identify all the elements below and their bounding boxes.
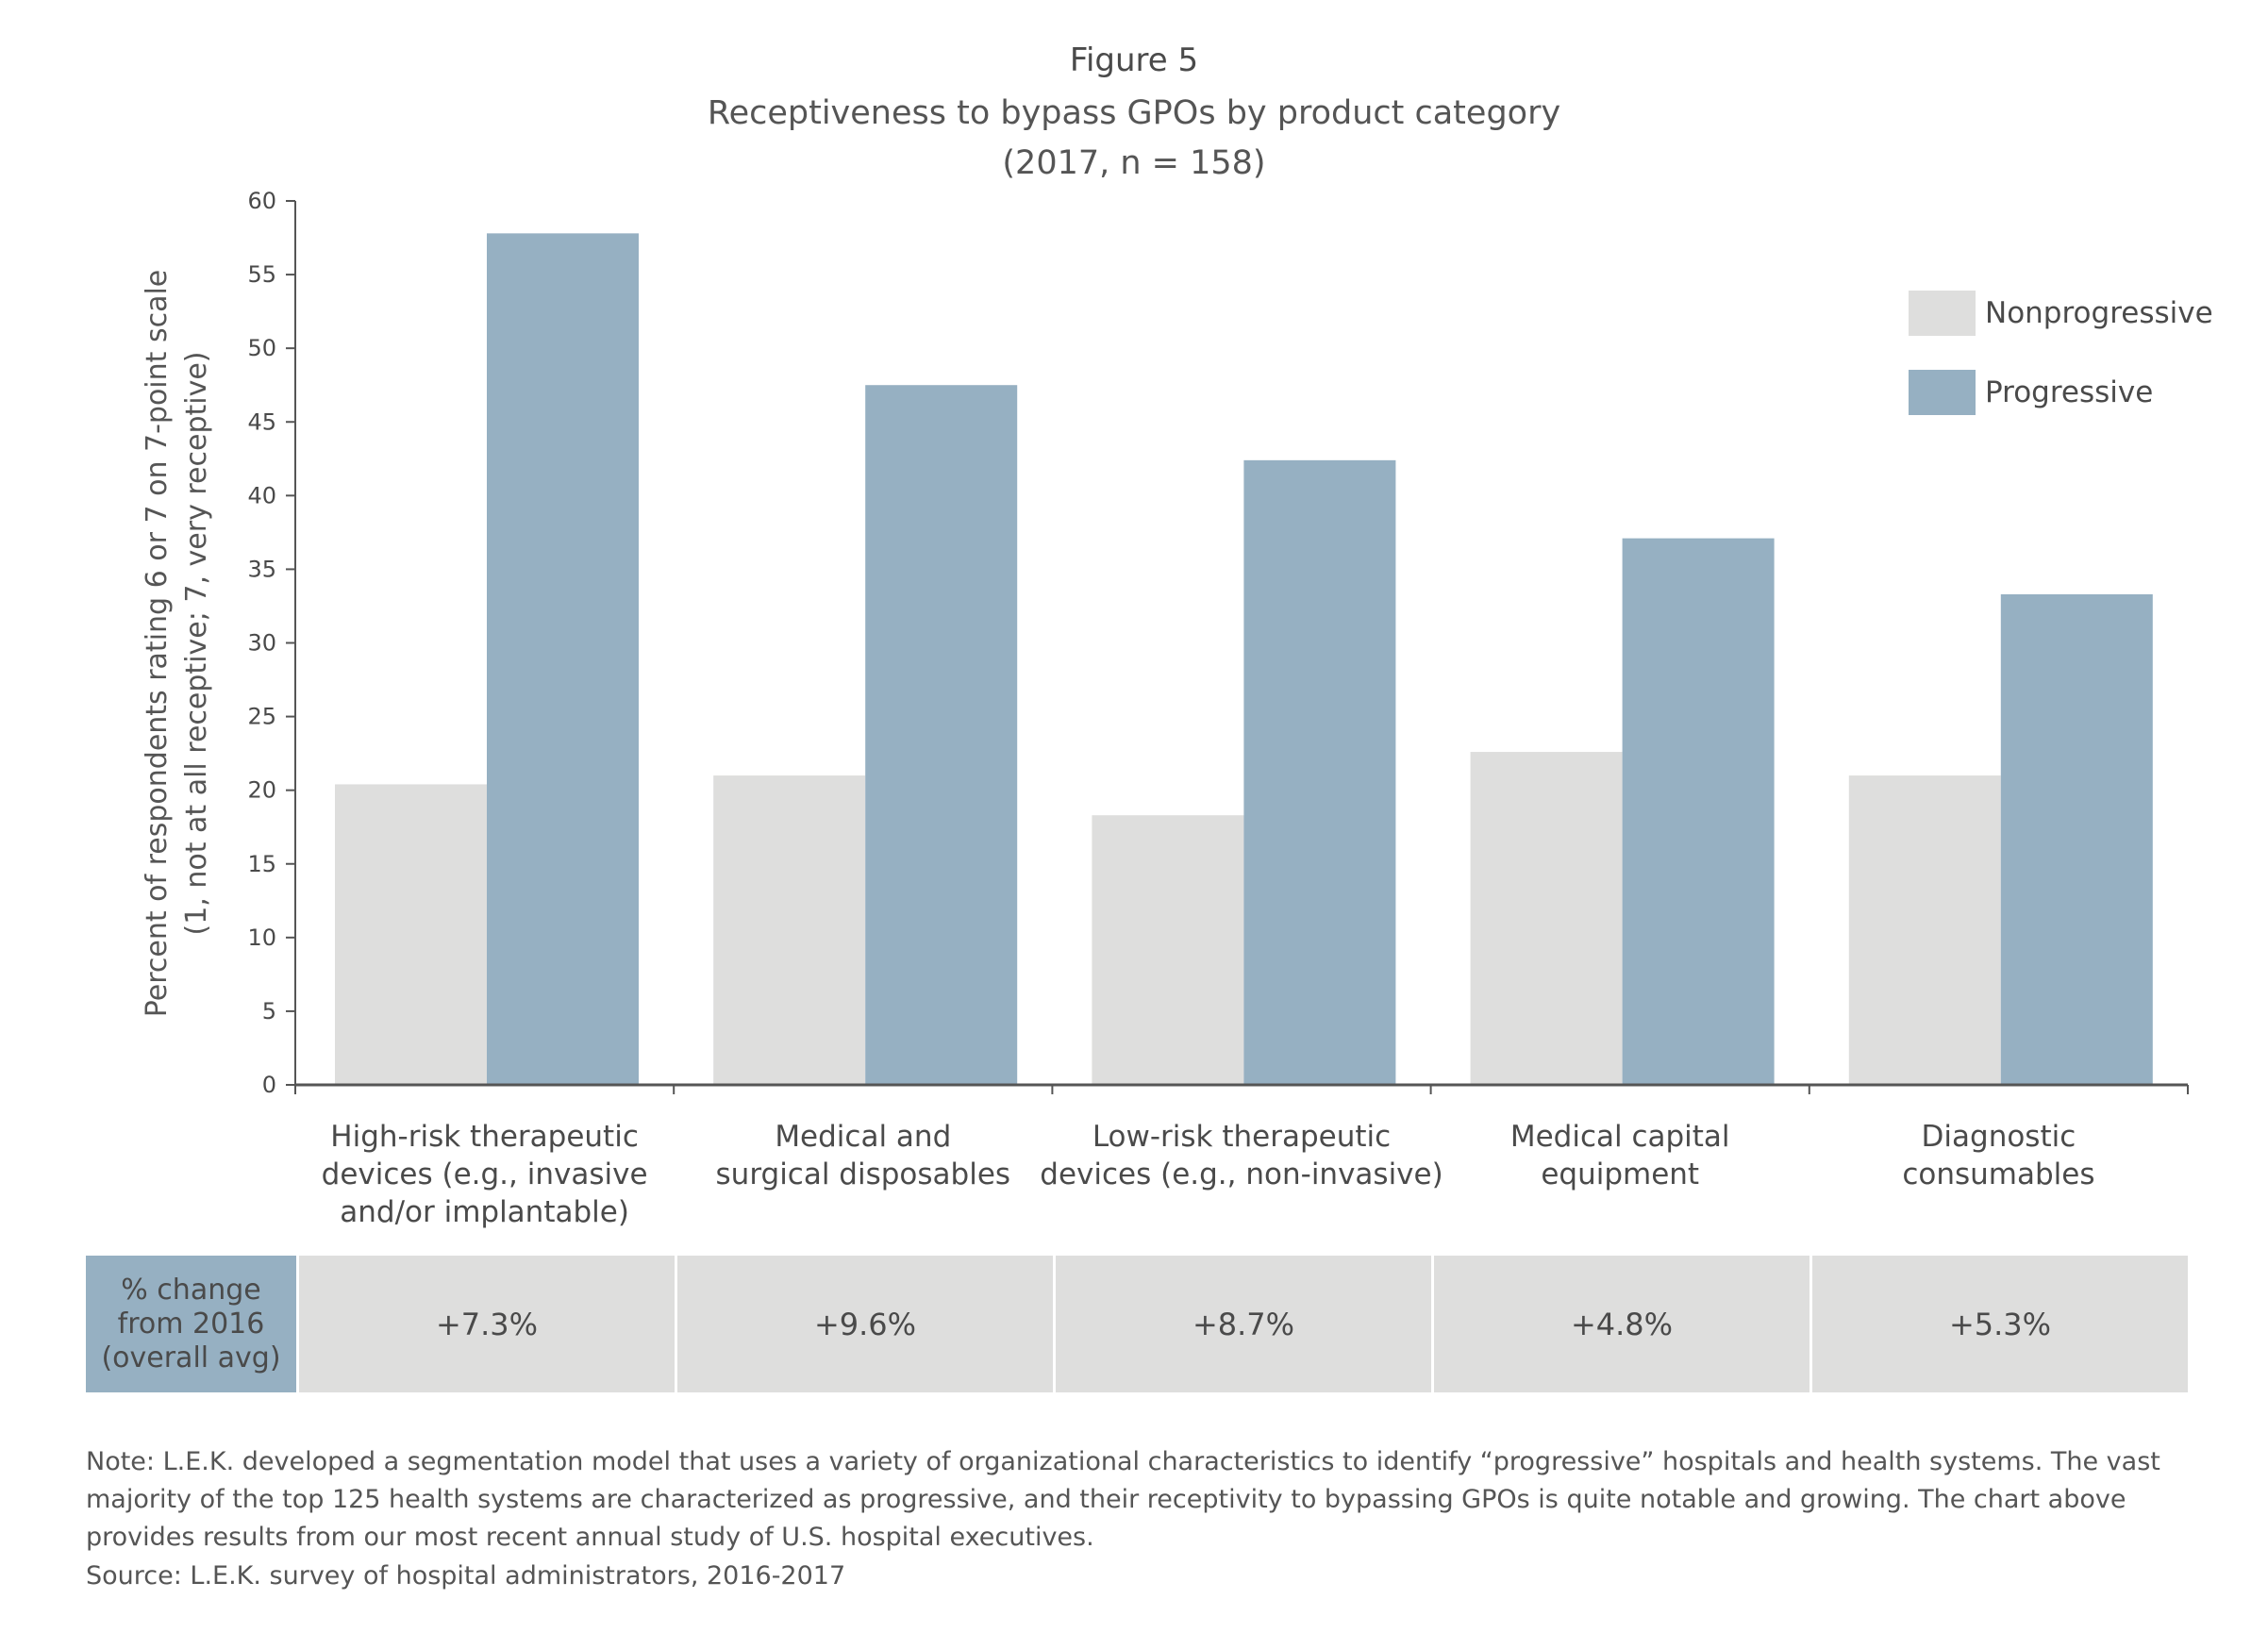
x-tick-label: Medical and surgical disposables [716, 1120, 1011, 1191]
x-tick-label-line: High-risk therapeutic [330, 1120, 639, 1154]
legend: Nonprogressive Progressive [1909, 291, 2213, 415]
x-tick-label-line: devices (e.g., non-invasive) [1040, 1158, 1443, 1191]
bar-nonprogressive-3 [1470, 752, 1623, 1085]
x-tick-label-line: equipment [1541, 1158, 1699, 1191]
bar-nonprogressive-2 [1092, 815, 1244, 1085]
y-tick-label: 60 [247, 188, 276, 214]
legend-swatch-progressive [1909, 370, 1976, 415]
bars-group [335, 233, 2153, 1085]
figure-subtitle: Receptiveness to bypass GPOs by product … [707, 94, 1561, 182]
y-tick-label: 35 [247, 556, 276, 582]
bar-progressive-1 [865, 385, 1018, 1085]
bar-progressive-4 [2000, 593, 2153, 1085]
y-tick-label: 5 [262, 998, 276, 1024]
y-tick-label: 10 [247, 924, 276, 951]
x-axis-labels: High-risk therapeutic devices (e.g., inva… [322, 1120, 2095, 1229]
x-tick-label: Medical capital equipment [1510, 1120, 1730, 1191]
bar-nonprogressive-4 [1848, 775, 2001, 1085]
change-cell: +4.8% [1434, 1256, 1809, 1392]
y-tick-label: 15 [247, 851, 276, 877]
y-axis-title: Percent of respondents rating 6 or 7 on … [141, 270, 213, 1018]
bar-progressive-0 [487, 233, 639, 1085]
change-cell: +8.7% [1056, 1256, 1431, 1392]
change-cell: +5.3% [1812, 1256, 2188, 1392]
y-tick-label: 0 [262, 1072, 276, 1098]
x-tick-label-line: Medical capital [1510, 1120, 1730, 1154]
bar-nonprogressive-0 [335, 784, 487, 1085]
x-tick-label-line: surgical disposables [716, 1158, 1011, 1191]
y-tick-label: 50 [247, 335, 276, 361]
bar-progressive-2 [1243, 459, 1396, 1085]
y-tick-label: 55 [247, 261, 276, 288]
y-tick-label: 40 [247, 482, 276, 508]
y-axis: 0 5 10 15 20 25 30 35 40 45 50 55 60 [247, 188, 296, 1098]
x-tick-label-line: Low-risk therapeutic [1092, 1120, 1391, 1154]
change-cell: +7.3% [299, 1256, 675, 1392]
y-axis-title-line-1: Percent of respondents rating 6 or 7 on … [141, 270, 174, 1018]
x-tick-label-line: devices (e.g., invasive [322, 1158, 648, 1191]
y-tick-label: 30 [247, 630, 276, 657]
legend-label-nonprogressive: Nonprogressive [1985, 296, 2213, 330]
x-tick-label: Low-risk therapeutic devices (e.g., non-i… [1040, 1120, 1443, 1191]
y-axis-title-line-2: (1, not at all receptive; 7, very recept… [180, 351, 213, 935]
chart-source: Source: L.E.K. survey of hospital admini… [86, 1561, 846, 1591]
chart-note: Note: L.E.K. developed a segmentation mo… [86, 1447, 2160, 1552]
x-axis [294, 1083, 2189, 1094]
x-tick-label: High-risk therapeutic devices (e.g., inva… [322, 1120, 648, 1229]
bar-progressive-3 [1622, 538, 1775, 1085]
x-tick-label-line: Medical and [775, 1120, 951, 1154]
y-tick-label: 20 [247, 777, 276, 804]
x-tick-label: Diagnostic consumables [1902, 1120, 2094, 1191]
x-tick-label-line: Diagnostic [1922, 1120, 2076, 1154]
legend-label-progressive: Progressive [1985, 375, 2153, 409]
change-cell: +9.6% [677, 1256, 1053, 1392]
x-tick-label-line: consumables [1902, 1158, 2094, 1191]
legend-swatch-nonprogressive [1909, 291, 1976, 336]
figure-title: Figure 5 [1069, 42, 1199, 79]
bar-nonprogressive-1 [713, 775, 866, 1085]
x-tick-label-line: and/or implantable) [340, 1195, 629, 1229]
percent-change-table: % change from 2016 (overall avg) +7.3% +… [86, 1256, 2188, 1392]
bar-chart: Percent of respondents rating 6 or 7 on … [141, 188, 2213, 1229]
y-tick-label: 45 [247, 408, 276, 435]
y-tick-label: 25 [247, 704, 276, 730]
change-table-header: % change from 2016 (overall avg) [86, 1256, 296, 1392]
